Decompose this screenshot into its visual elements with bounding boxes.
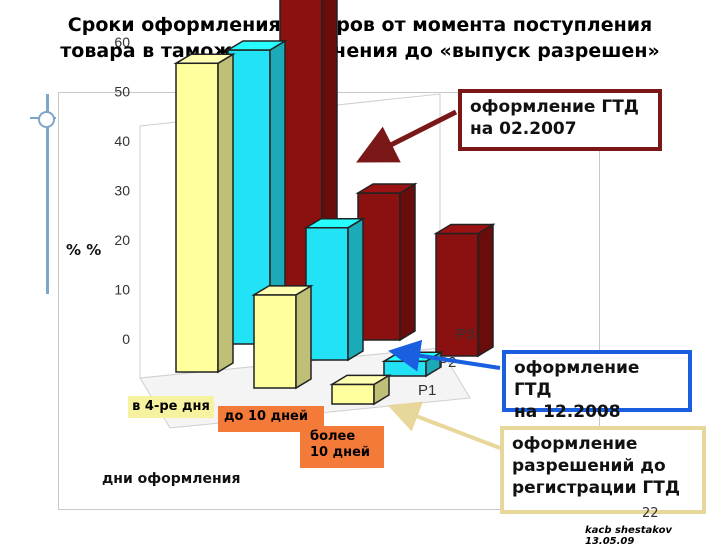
bar-front (305, 226, 349, 361)
y-tick-label: 0 (122, 331, 130, 347)
arrow-gtd-2008 (388, 339, 501, 372)
bar-front (357, 192, 401, 341)
y-tick-label: 60 (114, 34, 130, 50)
bar-P1-2 (251, 284, 314, 390)
bar-P1-3 (329, 374, 392, 406)
callout-text: на 12.2008 (514, 402, 621, 422)
footer-author: kacb shestakov 13.05.09 (585, 525, 672, 547)
bar-front (331, 383, 375, 405)
bar-front (435, 232, 479, 357)
slide-title: Сроки оформления товаров от момента пост… (40, 12, 680, 64)
bar-front (383, 360, 427, 377)
y-tick-label: 10 (114, 282, 130, 298)
y-tick-label: 40 (114, 133, 130, 149)
bar-top (303, 217, 366, 229)
callout-text: оформление (512, 434, 638, 454)
bar-top (225, 40, 288, 51)
y-axis: 0 10 20 30 40 50 60 70 (114, 0, 130, 347)
bar-P3-2 (355, 182, 418, 342)
bar-top (433, 223, 496, 235)
callout-text: на 02.2007 (470, 119, 577, 139)
y-tick-label: 30 (114, 183, 130, 199)
bar-top (355, 183, 418, 194)
callout-text: оформление ГТД (514, 358, 640, 400)
bar-side (295, 284, 312, 390)
bar-front (253, 294, 297, 389)
category-label-3-line-2: 10 дней (310, 445, 371, 460)
series-label-P3: P3 (456, 326, 474, 343)
bar-side (347, 217, 364, 362)
title-line-1: Сроки оформления товаров от момента пост… (67, 14, 653, 36)
bar-side (477, 223, 494, 358)
chart-bars (173, 0, 496, 406)
arrow-permits (387, 401, 501, 450)
y-tick-label: 70 (114, 0, 130, 1)
bar-side (399, 182, 416, 342)
bar-top (329, 374, 392, 386)
category-label-3-line-1: более (310, 429, 356, 444)
decorative-accent-circle (38, 111, 55, 128)
series-label-P1: P1 (418, 382, 436, 399)
bar-top (173, 53, 236, 65)
page-number: 22 (642, 506, 659, 521)
callout-permits: оформление разрешений до регистрации ГТД (500, 426, 706, 514)
arrow-gtd-2007 (356, 109, 458, 163)
bar-P2-1 (225, 39, 288, 346)
callout-text: регистрации ГТД (512, 478, 680, 498)
y-axis-label: % % (66, 241, 102, 259)
callout-gtd-2007: оформление ГТД на 02.2007 (458, 89, 662, 151)
x-axis-label: дни оформления (102, 471, 241, 487)
callout-text: разрешений до (512, 456, 666, 476)
bar-front (175, 62, 219, 373)
y-tick-label: 20 (114, 232, 130, 248)
category-label-2: до 10 дней (218, 406, 324, 432)
bar-P3-3 (433, 223, 496, 358)
bar-P1-1 (173, 52, 236, 374)
bar-P2-2 (303, 217, 366, 362)
y-tick-label: 50 (114, 84, 130, 100)
category-label-1: в 4-ре дня (128, 396, 214, 418)
decorative-accent-line (46, 94, 49, 294)
callout-text: оформление ГТД (470, 97, 639, 117)
callout-gtd-2008: оформление ГТД на 12.2008 (502, 350, 692, 422)
bar-side (217, 52, 234, 374)
callout-arrows (356, 109, 501, 450)
category-label-3: более 10 дней (300, 426, 384, 468)
bar-top (251, 285, 314, 296)
